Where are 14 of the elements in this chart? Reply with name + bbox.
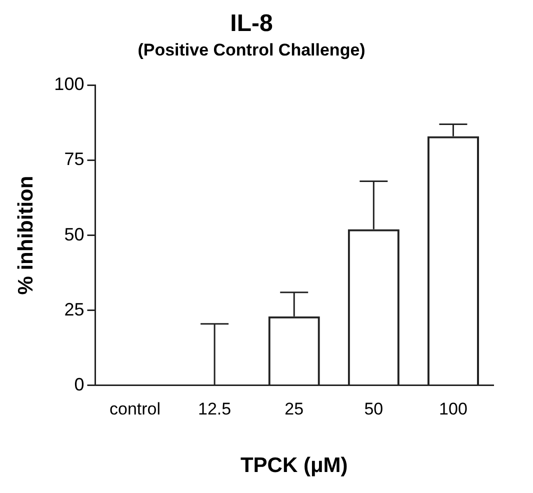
y-tick-label: 50 (64, 224, 84, 244)
y-tick-label: 25 (64, 299, 84, 320)
y-tick-label: 100 (54, 74, 84, 94)
y-tick-label: 0 (74, 374, 84, 394)
chart-title: IL-8 (230, 10, 273, 38)
x-tick-label: 25 (284, 399, 304, 418)
x-tick-label: 12.5 (198, 399, 232, 418)
x-tick-label: 100 (439, 399, 468, 418)
x-tick-label: 50 (364, 399, 384, 418)
y-axis-title: % inhibition (14, 176, 38, 295)
chart-subtitle: (Positive Control Challenge) (138, 40, 366, 60)
x-axis-title: TPCK (μM) (240, 454, 348, 478)
x-tick-label: control (109, 399, 161, 418)
y-tick-label: 75 (64, 149, 84, 170)
